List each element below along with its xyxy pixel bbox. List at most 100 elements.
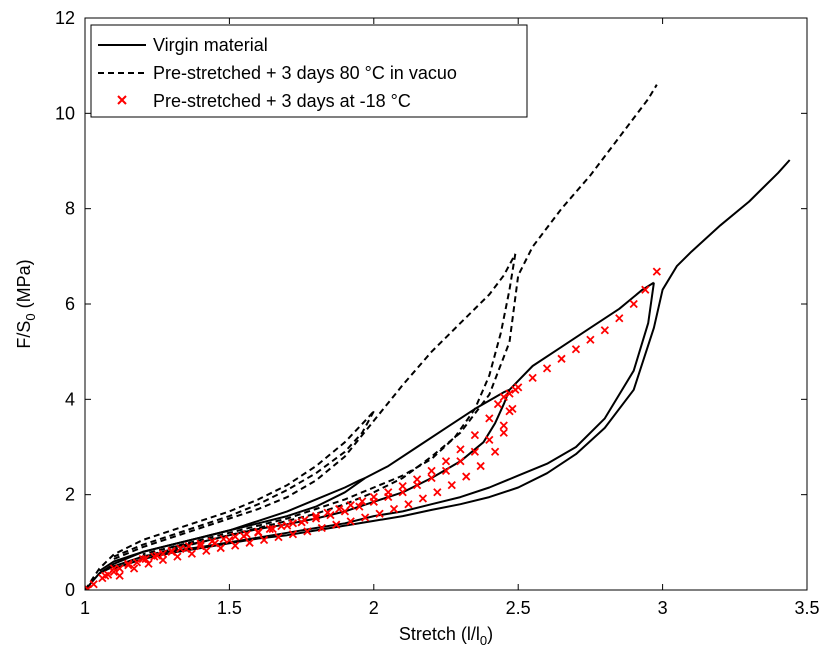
frozen-marker [571,345,581,354]
frozen-marker [369,497,378,506]
frozen-marker [485,435,494,444]
frozen-marker [470,447,480,456]
frozen-marker [485,414,494,423]
frozen-marker [326,511,335,520]
legend-vacuo-label: Pre-stretched + 3 days 80 °C in vacuo [153,63,457,83]
frozen-marker [124,561,133,570]
x-tick-label: 3 [658,598,668,618]
frozen-marker [231,532,240,541]
vacuo-line [113,253,517,560]
frozen-marker [433,488,442,497]
y-axis-title-tail: (MPa) [14,259,34,313]
frozen-marker [505,407,514,416]
frozen-marker [441,466,451,475]
frozen-marker [499,421,508,430]
frozen-marker [557,354,566,363]
frozen-marker [283,521,292,530]
y-tick-label: 0 [65,580,75,600]
frozen-marker [493,399,503,409]
frozen-marker [311,511,321,521]
x-tick-label: 1.5 [217,598,242,618]
y-tick-label: 4 [65,389,75,409]
series-layer [85,84,791,590]
vacuo-line [113,410,375,558]
y-tick-label: 6 [65,294,75,314]
frozen-marker [615,314,624,323]
frozen-marker [129,564,139,573]
y-tick-label: 10 [55,103,75,123]
frozen-marker [389,504,399,514]
frozen-marker [505,389,514,398]
frozen-marker [398,488,407,497]
frozen-marker [158,549,168,558]
frozen-marker [398,481,407,491]
frozen-marker [239,532,248,541]
legend-frozen-swatch [117,95,127,105]
frozen-marker [268,524,277,534]
frozen-marker [132,558,142,567]
virgin-material-line [98,477,366,572]
vacuo-line [142,253,517,556]
frozen-marker [144,559,153,568]
frozen-marker [418,494,428,503]
virgin-material-line [113,159,791,570]
x-axis-title-tail: ) [487,624,493,644]
frozen-marker [216,543,225,553]
frozen-marker [355,502,364,511]
frozen-marker [358,497,367,506]
frozen-marker [109,567,119,577]
x-tick-label: 1 [80,598,90,618]
frozen-marker [360,513,370,522]
frozen-marker [412,480,422,490]
frozen-marker [141,554,150,564]
frozen-marker [470,430,480,440]
frozen-marker [332,520,341,529]
x-axis-title: Stretch (l/l0) [399,624,493,648]
frozen-marker [340,507,350,516]
virgin-material-line [364,388,510,479]
frozen-marker [303,527,312,536]
x-axis-title-subscript: 0 [480,633,487,648]
axes-layer: 1 1.5 2 2.5 3 3.5 0 2 4 6 8 10 12 [55,8,820,618]
frozen-marker [288,530,298,539]
frozen-marker [629,299,638,309]
frozen-marker [346,517,355,526]
y-tick-label: 8 [65,199,75,219]
frozen-marker [427,466,436,475]
frozen-marker [586,335,595,344]
frozen-marker [158,555,168,565]
frozen-marker [427,473,436,483]
frozen-marker [254,528,263,537]
frozen-marker [528,373,537,383]
vacuo-line [85,410,375,590]
legend: Virgin material Pre-stretched + 3 days 8… [90,24,528,118]
y-tick-label: 12 [55,8,75,28]
frozen-marker [514,383,523,392]
frozen-marker [447,480,456,490]
frozen-marker [288,519,298,528]
y-axis-title-subscript: 0 [23,313,38,320]
frozen-marker [542,364,552,373]
frozen-marker [311,514,321,523]
frozen-marker [600,326,609,335]
frozen-marker [231,541,240,550]
frozen-marker [375,509,384,518]
x-tick-label: 2 [369,598,379,618]
frozen-marker [317,523,326,533]
frozen-marker [490,447,500,456]
frozen-marker [641,285,650,294]
frozen-marker [187,549,196,558]
frozen-marker [115,571,124,580]
frozen-marker [456,457,465,466]
frozen-marker [101,571,110,580]
frozen-marker [335,504,344,514]
frozen-marker [456,445,465,454]
frozen-marker [202,546,211,556]
frozen-marker [652,267,661,276]
frozen-marker [173,552,182,561]
frozen-marker [384,492,393,502]
frozen-marker [265,524,274,534]
legend-box [90,24,528,118]
legend-virgin-label: Virgin material [153,35,268,55]
